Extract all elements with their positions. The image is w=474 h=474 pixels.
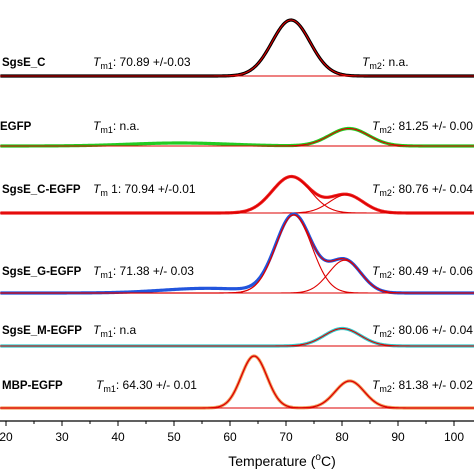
tm1-label: Tm1: n.a. (93, 119, 140, 135)
tm1-label: Tm1: 71.38 +/- 0.03 (93, 264, 194, 280)
sample-name: EGFP (0, 121, 32, 133)
panels-group: SgsE_C Tm1: 70.89 +/-0.03 Tm2: n.a. EGFP Tm1… (0, 18, 474, 410)
tm2-label: Tm2: 81.25 +/- 0.00 (372, 119, 473, 135)
sample-name: MBP-EGFP (2, 380, 63, 392)
fit-sum (0, 214, 474, 294)
tm2-label: Tm2: 81.38 +/- 0.02 (372, 378, 473, 394)
tm2-label: Tm2: 80.49 +/- 0.06 (372, 264, 473, 280)
sample-name: SgsE_C (2, 57, 45, 69)
x-tick-label-50: 50 (167, 430, 181, 444)
x-tick-label-70: 70 (279, 430, 293, 444)
panel-sgse-g-egfp: SgsE_G-EGFP Tm1: 71.38 +/- 0.03 Tm2: 80.49… (0, 212, 474, 295)
tm1-label: Tm1: n.a (93, 323, 137, 339)
panel-egfp: EGFP Tm1: n.a. Tm2: 81.25 +/- 0.00 (0, 119, 474, 148)
tm2-label: Tm2: 80.76 +/- 0.04 (372, 182, 473, 198)
sample-name: SgsE_G-EGFP (2, 266, 82, 278)
x-tick-label-90: 90 (391, 430, 405, 444)
fit-component-2 (0, 194, 474, 214)
x-tick-label-30: 30 (55, 430, 69, 444)
tm1-label: Tm1: 70.89 +/-0.03 (93, 55, 191, 71)
x-axis-unit-superscript: o (315, 452, 321, 463)
x-ticks-group: 20 30 40 50 60 70 80 90 100 (0, 421, 464, 444)
panel-sgse-c-egfp: SgsE_C-EGFP Tm 1: 70.94 +/-0.01 Tm2: 80.76… (0, 174, 474, 215)
tm2-label: Tm2: n.a. (362, 55, 409, 71)
x-tick-label-40: 40 (111, 430, 125, 444)
panel-sgse-c: SgsE_C Tm1: 70.89 +/-0.03 Tm2: n.a. (0, 18, 474, 78)
x-axis-title: Temperature (oC) (228, 452, 336, 469)
tm2-label: Tm2: 80.06 +/- 0.04 (372, 323, 473, 339)
fit-component-1 (0, 214, 474, 294)
sample-name: SgsE_C-EGFP (2, 184, 81, 196)
panel-mbp-egfp: MBP-EGFP Tm1: 64.30 +/- 0.01 Tm2: 81.38 +/… (0, 354, 474, 410)
x-tick-label-100: 100 (444, 430, 464, 444)
x-tick-label-80: 80 (335, 430, 349, 444)
sample-name: SgsE_M-EGFP (2, 325, 82, 337)
data-curve (0, 212, 474, 295)
x-tick-label-60: 60 (223, 430, 237, 444)
tm1-label: Tm1: 64.30 +/- 0.01 (96, 378, 197, 394)
tm1-label: Tm 1: 70.94 +/-0.01 (93, 182, 196, 198)
x-tick-label-20: 20 (0, 430, 13, 444)
panel-sgse-m-egfp: SgsE_M-EGFP Tm1: n.a Tm2: 80.06 +/- 0.04 (0, 323, 474, 348)
